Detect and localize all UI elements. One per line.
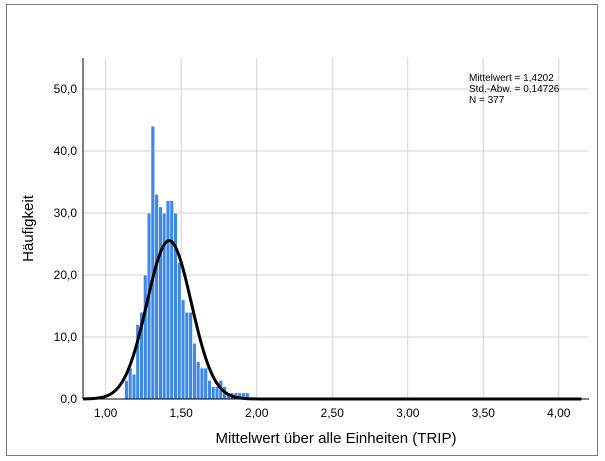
histogram-bar: [211, 386, 216, 400]
histogram-bar: [158, 206, 163, 400]
histogram-bar: [173, 212, 178, 400]
y-tick-label: 40,0: [54, 144, 78, 158]
histogram-bar: [143, 274, 148, 400]
x-tick-label: 2,50: [321, 406, 345, 420]
histogram-bar: [169, 200, 174, 400]
histogram-bar: [131, 373, 137, 400]
stats-line: N = 377: [469, 95, 505, 106]
x-tick-label: 3,50: [472, 406, 496, 420]
x-axis-title: Mittelwert über alle Einheiten (TRIP): [216, 430, 457, 447]
histogram-bar: [214, 386, 220, 400]
histogram-bar: [165, 200, 171, 400]
histogram-bar: [154, 194, 159, 400]
histogram-bar: [195, 361, 201, 400]
histogram-bar: [180, 299, 186, 400]
histogram-bar: [203, 367, 208, 400]
histogram-bar: [128, 367, 133, 400]
y-tick-label: 0,0: [60, 392, 77, 406]
histogram-bar: [124, 380, 129, 400]
y-tick-label: 30,0: [54, 206, 78, 220]
histogram-bar: [192, 342, 197, 400]
histogram-bars: [124, 125, 250, 400]
histogram-bar: [199, 367, 205, 400]
x-tick-label: 1,00: [94, 406, 118, 420]
x-tick-label: 4,00: [547, 406, 571, 420]
histogram-bar: [150, 125, 156, 400]
x-tick-labels: 1,00 1,50 2,00 2,50 3,00 3,50 4,00: [94, 406, 571, 420]
histogram-bar: [146, 212, 152, 400]
y-axis-title: Häufigkeit: [20, 194, 37, 262]
histogram-bar: [184, 311, 190, 400]
x-tick-label: 3,00: [396, 406, 420, 420]
x-tick-label: 1,50: [169, 406, 193, 420]
y-tick-labels: 0,0 10,0 20,0 30,0 40,0 50,0: [54, 82, 78, 406]
grid-lines: [83, 58, 589, 399]
histogram-bar: [207, 380, 212, 400]
chart-frame: 1,00 1,50 2,00 2,50 3,00 3,50 4,00 0,0 10,0 20,0…: [6, 4, 598, 456]
y-tick-label: 10,0: [54, 330, 78, 344]
x-tick-label: 2,00: [245, 406, 269, 420]
stats-line: Mittelwert = 1,4202: [469, 73, 554, 84]
y-tick-label: 20,0: [54, 268, 78, 282]
histogram-chart: 1,00 1,50 2,00 2,50 3,00 3,50 4,00 0,0 10,0 20,0…: [20, 58, 589, 447]
histogram-bar: [188, 311, 193, 400]
histogram-bar: [177, 262, 182, 400]
y-tick-label: 50,0: [54, 82, 78, 96]
stats-line: Std.-Abw. = 0,14726: [469, 84, 560, 95]
